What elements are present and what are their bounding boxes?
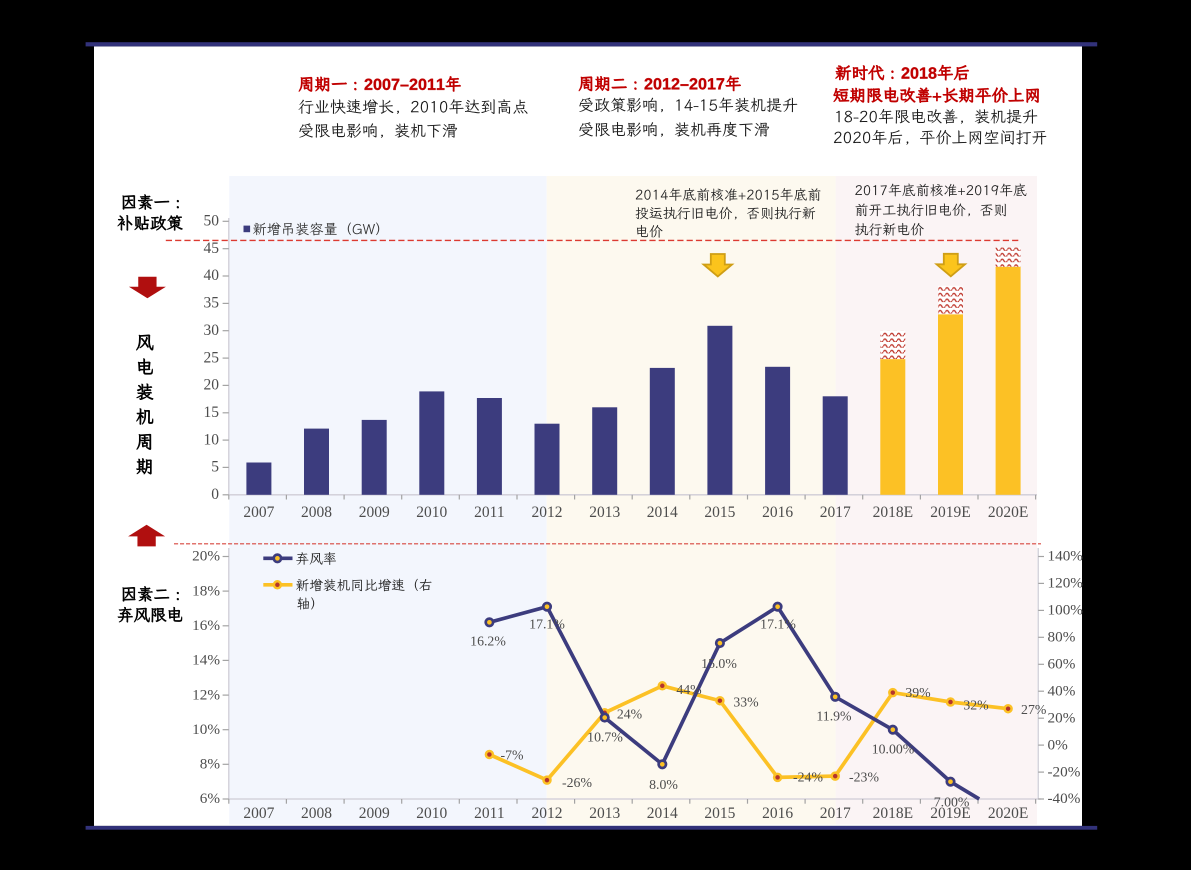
svg-text:7.00%: 7.00% [934, 794, 970, 809]
svg-text:2018E: 2018E [873, 805, 913, 822]
svg-text:16.2%: 16.2% [470, 634, 506, 649]
svg-text:44%: 44% [676, 682, 702, 697]
svg-text:10%: 10% [192, 721, 220, 738]
svg-text:-26%: -26% [562, 775, 592, 790]
svg-text:6%: 6% [200, 790, 221, 807]
svg-text:2019E: 2019E [930, 504, 970, 521]
svg-text:-23%: -23% [849, 770, 879, 785]
svg-text:14%: 14% [192, 652, 220, 669]
svg-text:11.9%: 11.9% [816, 709, 852, 724]
svg-text:2015: 2015 [704, 805, 735, 822]
svg-text:80%: 80% [1048, 629, 1076, 646]
svg-text:32%: 32% [963, 698, 989, 713]
svg-text:8%: 8% [200, 756, 221, 773]
svg-text:2009: 2009 [359, 805, 390, 822]
svg-text:10.7%: 10.7% [587, 730, 623, 745]
svg-text:17.1%: 17.1% [760, 617, 796, 632]
svg-text:8.0%: 8.0% [649, 777, 678, 792]
svg-text:40%: 40% [1048, 682, 1076, 699]
svg-text:2011: 2011 [474, 504, 504, 521]
svg-text:12%: 12% [192, 686, 220, 703]
svg-text:2013: 2013 [589, 805, 620, 822]
svg-text:2009: 2009 [359, 504, 390, 521]
svg-text:2019E: 2019E [930, 805, 970, 822]
svg-text:2011: 2011 [474, 805, 504, 822]
svg-text:2014: 2014 [647, 805, 678, 822]
svg-text:50: 50 [204, 213, 220, 230]
svg-text:-24%: -24% [793, 770, 823, 785]
svg-text:2010: 2010 [416, 504, 447, 521]
svg-text:15: 15 [204, 404, 220, 421]
svg-text:2012: 2012 [532, 805, 563, 822]
svg-text:60%: 60% [1048, 656, 1076, 673]
svg-text:2010: 2010 [416, 805, 447, 822]
svg-text:-40%: -40% [1048, 790, 1081, 807]
svg-text:10.00%: 10.00% [872, 741, 915, 756]
svg-text:2012: 2012 [532, 504, 563, 521]
svg-text:20: 20 [204, 377, 220, 394]
svg-text:120%: 120% [1048, 575, 1084, 592]
svg-text:2008: 2008 [301, 504, 332, 521]
svg-text:2017: 2017 [820, 805, 851, 822]
svg-text:27%: 27% [1021, 702, 1047, 717]
svg-text:39%: 39% [905, 685, 931, 700]
svg-text:2016: 2016 [762, 805, 793, 822]
svg-text:0: 0 [211, 486, 219, 503]
svg-text:2018E: 2018E [873, 504, 913, 521]
svg-text:20%: 20% [1048, 709, 1076, 726]
svg-text:17.1%: 17.1% [529, 617, 565, 632]
svg-text:-7%: -7% [501, 748, 524, 763]
svg-text:10: 10 [204, 431, 220, 448]
svg-text:-20%: -20% [1048, 763, 1081, 780]
svg-text:16%: 16% [192, 617, 220, 634]
svg-text:30: 30 [204, 322, 220, 339]
svg-text:140%: 140% [1048, 548, 1084, 565]
svg-text:2015: 2015 [704, 504, 735, 521]
svg-text:15.0%: 15.0% [701, 656, 737, 671]
svg-text:2017: 2017 [820, 504, 851, 521]
svg-text:24%: 24% [617, 707, 643, 722]
svg-text:2013: 2013 [589, 504, 620, 521]
svg-text:25: 25 [204, 349, 220, 366]
svg-text:0%: 0% [1048, 736, 1069, 753]
svg-text:40: 40 [204, 267, 220, 284]
svg-text:2014: 2014 [647, 504, 678, 521]
svg-text:45: 45 [204, 240, 220, 257]
svg-text:5: 5 [211, 459, 219, 476]
svg-text:2007: 2007 [243, 805, 274, 822]
svg-text:2007: 2007 [243, 504, 274, 521]
svg-text:2020E: 2020E [988, 504, 1028, 521]
svg-text:18%: 18% [192, 582, 220, 599]
svg-text:2020E: 2020E [988, 805, 1028, 822]
svg-text:2008: 2008 [301, 805, 332, 822]
svg-text:2016: 2016 [762, 504, 793, 521]
svg-text:33%: 33% [733, 695, 759, 710]
svg-text:35: 35 [204, 295, 220, 312]
svg-text:100%: 100% [1048, 602, 1084, 619]
svg-text:20%: 20% [192, 548, 220, 565]
